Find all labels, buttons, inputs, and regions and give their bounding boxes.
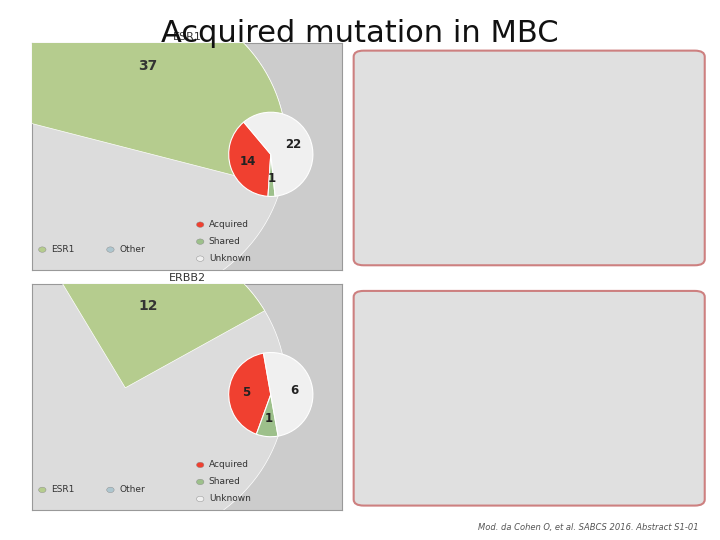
- Text: 12: 12: [138, 299, 158, 313]
- Circle shape: [39, 247, 46, 252]
- Text: 1: 1: [267, 172, 275, 185]
- Text: Mod. da Cohen O, et al. SABCS 2016. Abstract S1-01: Mod. da Cohen O, et al. SABCS 2016. Abst…: [478, 523, 698, 532]
- Circle shape: [39, 487, 46, 492]
- Circle shape: [107, 247, 114, 252]
- Text: 22: 22: [285, 138, 302, 151]
- Text: ERBB2 mutations in 7%: ERBB2 mutations in 7%: [384, 333, 548, 347]
- Wedge shape: [268, 154, 275, 197]
- Circle shape: [197, 479, 204, 485]
- Title: ERBB2: ERBB2: [168, 273, 206, 283]
- Text: ESR1 mutations in 23%: ESR1 mutations in 23%: [384, 93, 546, 106]
- Circle shape: [197, 256, 204, 261]
- Text: 83% of ERBB2 mutations (5/6) in
metastatic samples with matched
primaries were a: 83% of ERBB2 mutations (5/6) in metastat…: [384, 378, 585, 428]
- Text: Shared: Shared: [209, 237, 240, 246]
- FancyBboxPatch shape: [354, 291, 705, 505]
- FancyBboxPatch shape: [354, 51, 705, 265]
- Wedge shape: [264, 353, 313, 436]
- Circle shape: [107, 487, 114, 492]
- Wedge shape: [229, 353, 271, 434]
- Circle shape: [197, 239, 204, 245]
- Text: Other: Other: [119, 245, 145, 254]
- Circle shape: [197, 222, 204, 227]
- Text: 14: 14: [239, 156, 256, 168]
- Text: 5: 5: [243, 386, 251, 399]
- Wedge shape: [45, 234, 265, 388]
- Title: ESR1: ESR1: [173, 32, 202, 43]
- Circle shape: [197, 496, 204, 502]
- Wedge shape: [0, 0, 287, 187]
- Circle shape: [197, 462, 204, 468]
- Text: Acquired: Acquired: [209, 220, 249, 229]
- Ellipse shape: [0, 234, 287, 540]
- Ellipse shape: [0, 0, 287, 302]
- Wedge shape: [229, 122, 271, 197]
- Text: 6: 6: [291, 384, 299, 397]
- Text: Unknown: Unknown: [209, 495, 251, 503]
- Text: Unknown: Unknown: [209, 254, 251, 263]
- Text: ESR1: ESR1: [51, 485, 74, 495]
- Wedge shape: [256, 395, 278, 437]
- Text: 1: 1: [265, 413, 273, 426]
- Wedge shape: [244, 112, 313, 196]
- Text: ESR1: ESR1: [51, 245, 74, 254]
- Text: 93% of ESR1 mutations (14/15) in
metastatic samples with matched
primaries were : 93% of ESR1 mutations (14/15) in metasta…: [384, 138, 585, 188]
- Text: Acquired mutation in MBC: Acquired mutation in MBC: [161, 19, 559, 48]
- Text: Shared: Shared: [209, 477, 240, 487]
- Text: 37: 37: [138, 59, 158, 72]
- Text: Other: Other: [119, 485, 145, 495]
- Text: Acquired: Acquired: [209, 461, 249, 469]
